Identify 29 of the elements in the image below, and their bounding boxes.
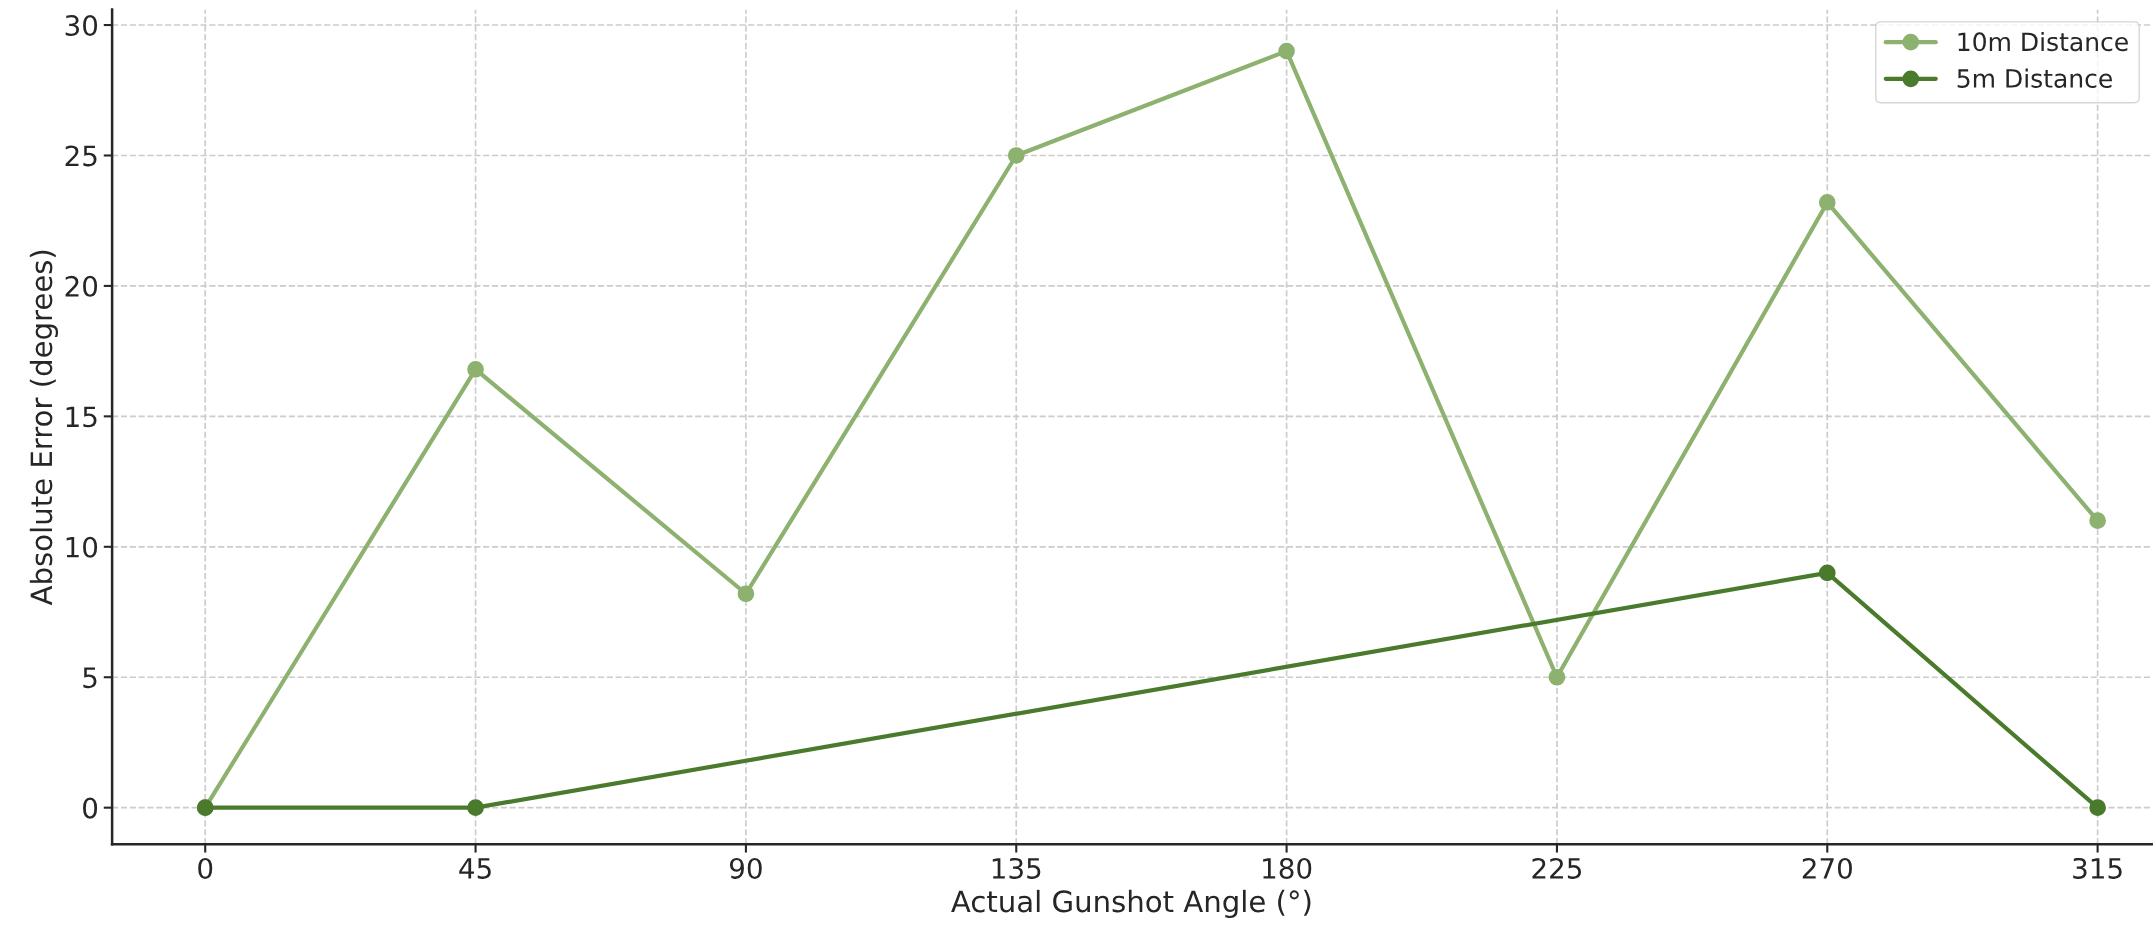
point	[467, 799, 484, 817]
point	[1007, 147, 1025, 164]
point	[1818, 194, 1836, 211]
x-tick-label: 225	[1532, 857, 1582, 879]
point	[2089, 512, 2106, 530]
x-tick-label: 135	[992, 857, 1041, 879]
x-axis-title: Actual Gunshot Angle (°)	[951, 889, 1311, 919]
y-tick-label: 0	[83, 797, 98, 819]
legend-label: 10m Distance	[1958, 31, 2128, 52]
legend-label: 5m Distance	[1957, 68, 2112, 88]
point	[467, 361, 484, 378]
x-tick-label: 0	[198, 857, 213, 879]
y-tick-label: 10	[66, 536, 98, 558]
y-tick-label: 30	[65, 14, 98, 36]
x-tick-label: 90	[729, 857, 762, 879]
x-tick-label: 180	[1263, 857, 1312, 879]
y-tick-label: 25	[65, 145, 97, 167]
point	[1818, 564, 1836, 582]
point	[2089, 799, 2106, 817]
point	[1548, 668, 1566, 686]
y-tick-label: 20	[65, 275, 98, 297]
y-tick-label: 5	[83, 667, 97, 689]
x-tick-label: 270	[1802, 857, 1852, 879]
point	[1278, 42, 1295, 60]
y-tick-label: 15	[66, 406, 97, 428]
point	[737, 585, 755, 603]
x-tick-label: 315	[2073, 857, 2122, 879]
y-axis-title: Absolute Error (degrees)	[29, 250, 59, 606]
x-tick-label: 45	[459, 858, 491, 879]
